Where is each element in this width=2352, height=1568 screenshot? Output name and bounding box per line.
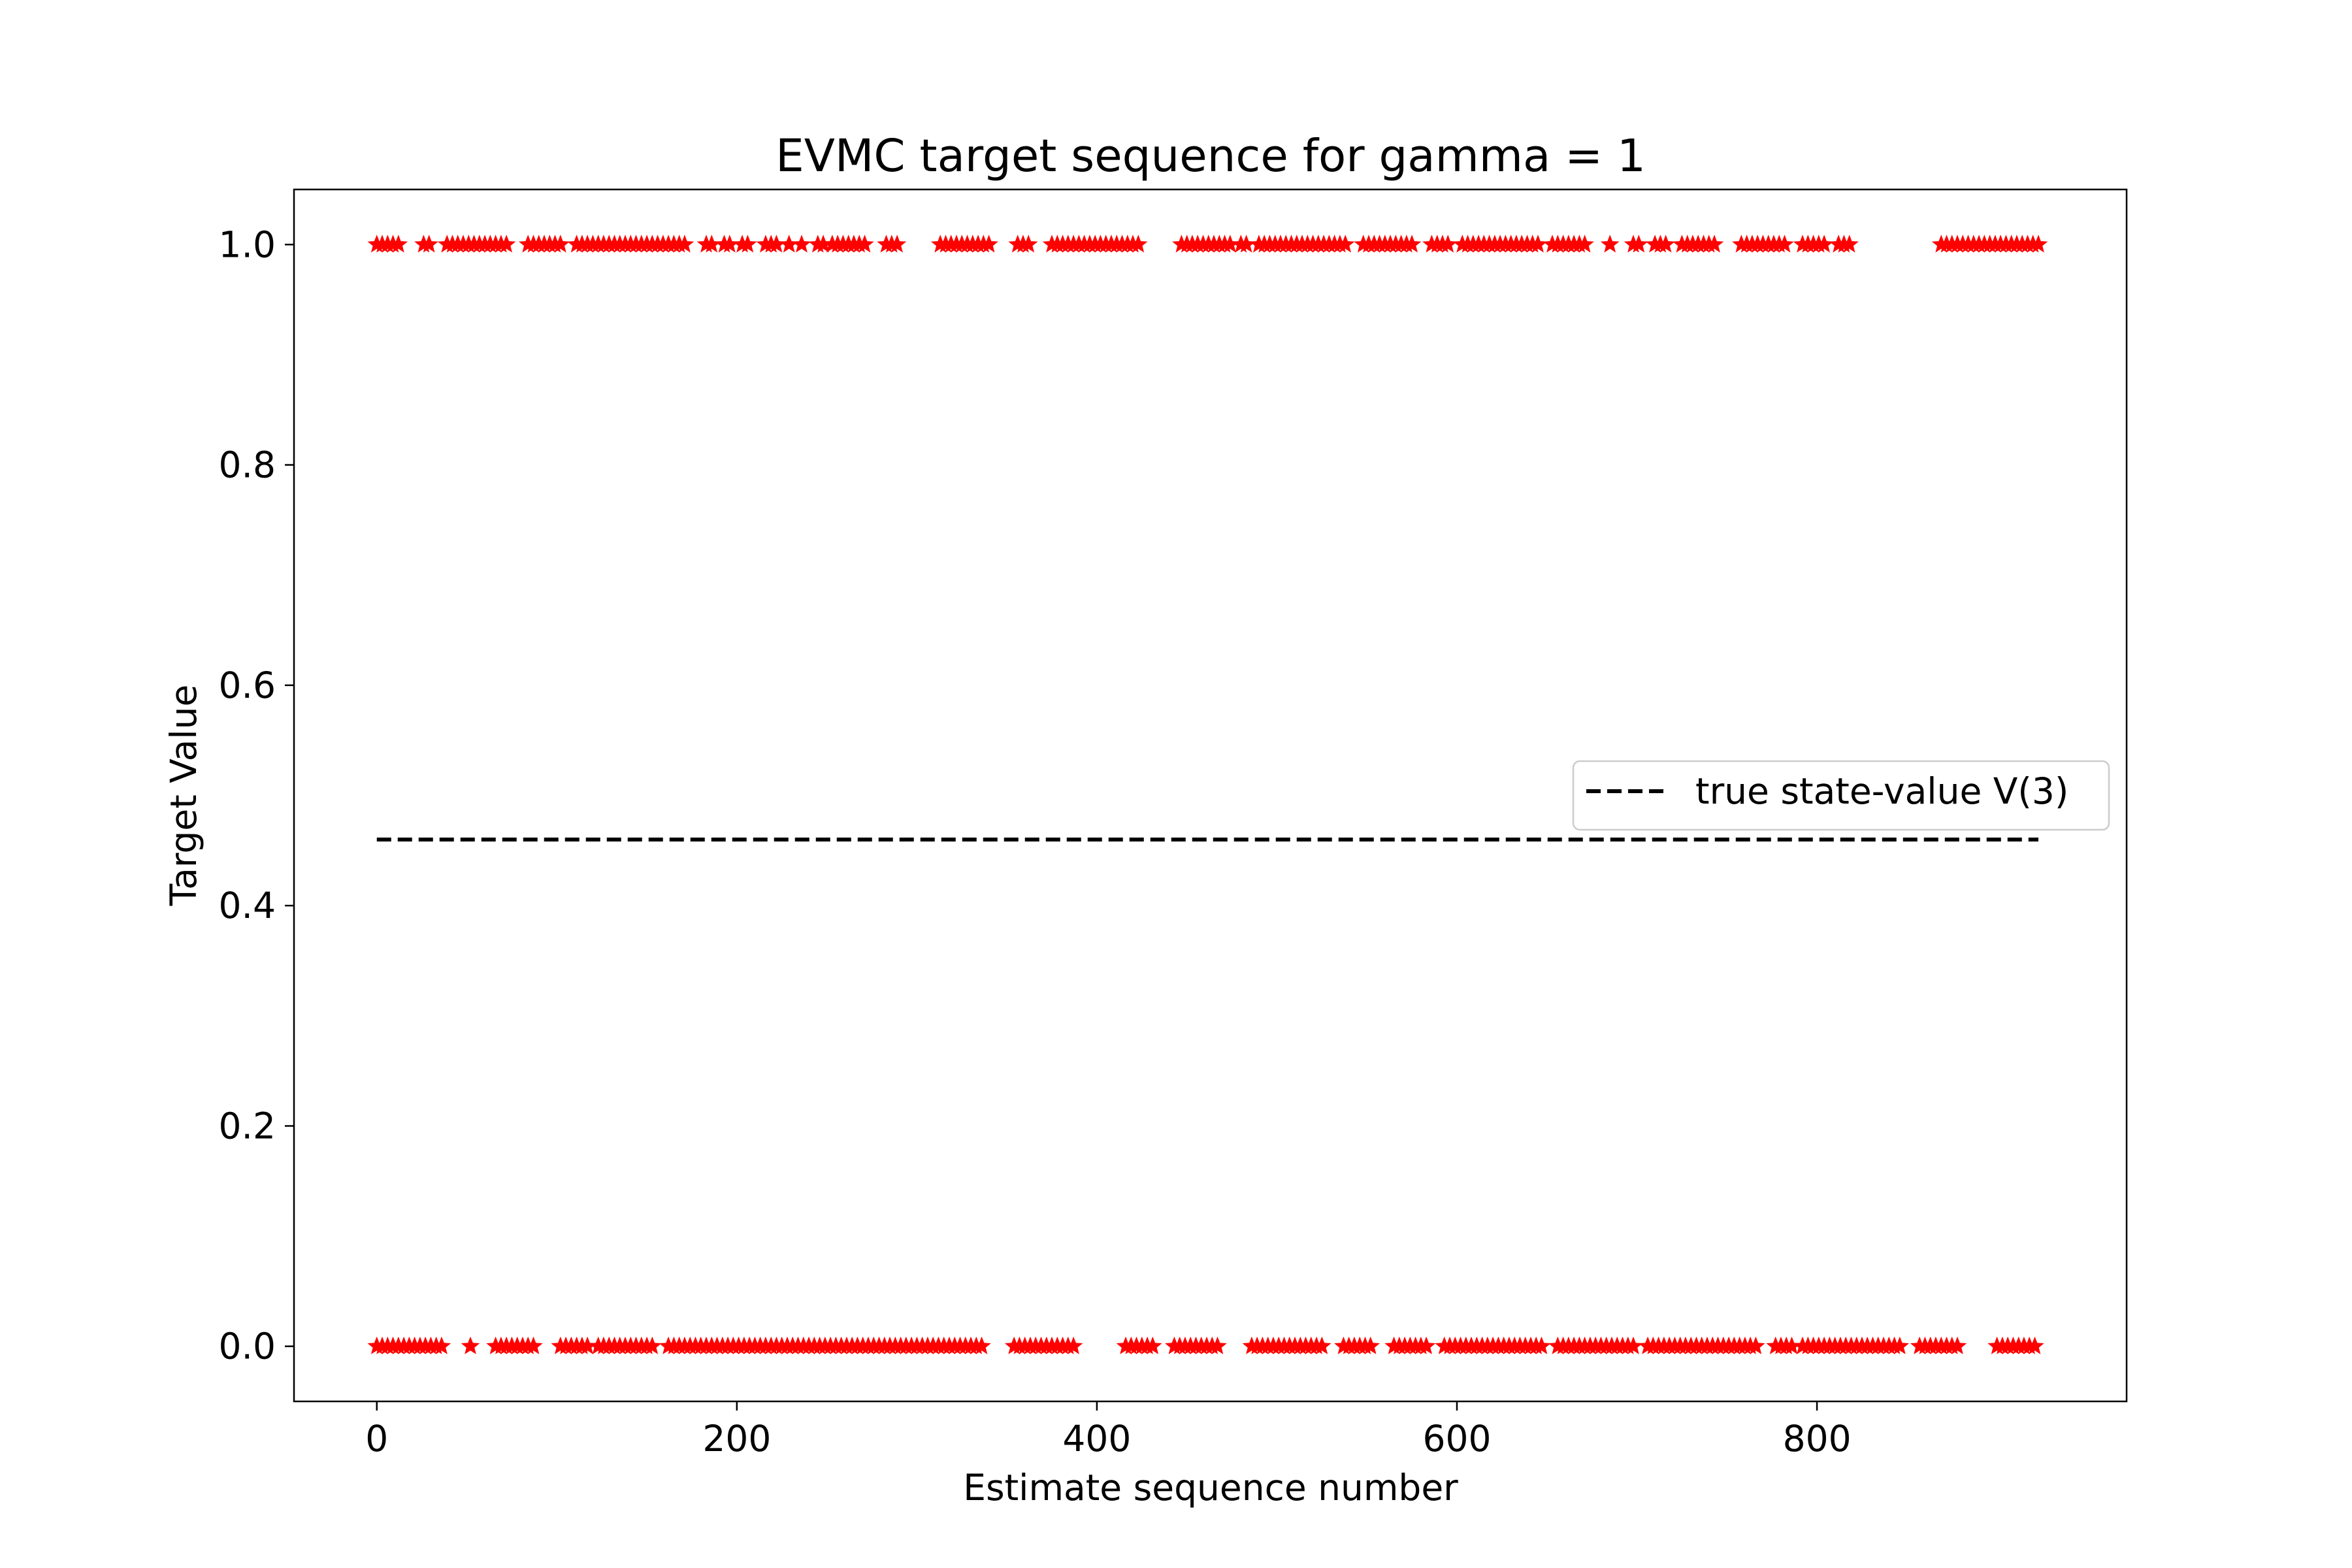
target-point <box>1220 235 1240 253</box>
y-tick-label: 0.0 <box>219 1326 276 1367</box>
x-tick-label: 0 <box>365 1418 388 1460</box>
target-point <box>1656 235 1675 253</box>
target-point <box>1438 235 1458 253</box>
x-tick-label: 600 <box>1422 1418 1491 1460</box>
y-tick-label: 0.2 <box>219 1105 276 1147</box>
target-point <box>720 235 740 253</box>
target-point <box>1814 235 1834 253</box>
target-point <box>1532 1336 1551 1354</box>
target-point <box>1129 235 1148 253</box>
target-point <box>1840 235 1859 253</box>
target-point <box>1948 1336 1967 1354</box>
x-axis-label: Estimate sequence number <box>963 1467 1458 1509</box>
target-point <box>1600 235 1620 253</box>
target-point <box>2025 1336 2044 1354</box>
target-point <box>1019 235 1038 253</box>
target-point <box>813 235 833 253</box>
target-point <box>1624 1336 1643 1354</box>
legend: true state-value V(3) <box>1572 760 2110 831</box>
target-point <box>524 1336 543 1354</box>
target-point <box>979 235 998 253</box>
target-point <box>1237 235 1256 253</box>
legend-box <box>1572 760 2110 831</box>
target-point <box>643 1336 662 1354</box>
target-point <box>1361 1336 1380 1354</box>
legend-label: true state-value V(3) <box>1695 770 2068 812</box>
target-point <box>702 235 721 253</box>
target-point <box>497 235 516 253</box>
x-tick-label: 800 <box>1783 1418 1852 1460</box>
plot-frame <box>293 188 2128 1403</box>
target-point <box>1143 1336 1162 1354</box>
target-point <box>1416 1336 1436 1354</box>
y-tick-label: 0.6 <box>219 664 276 706</box>
x-tick-label: 200 <box>702 1418 771 1460</box>
target-point <box>972 1336 991 1354</box>
target-point <box>1064 1336 1083 1354</box>
target-point <box>779 235 798 253</box>
y-tick-label: 0.4 <box>219 885 276 926</box>
target-point <box>461 1336 480 1354</box>
x-tick-label: 400 <box>1062 1418 1131 1460</box>
target-point <box>1528 235 1548 253</box>
y-tick-label: 0.8 <box>219 444 276 486</box>
target-point <box>1746 1336 1765 1354</box>
target-point <box>432 1336 451 1354</box>
target-series-1 <box>367 1336 2044 1354</box>
target-point <box>551 235 570 253</box>
target-point <box>2029 235 2048 253</box>
target-point <box>1335 235 1355 253</box>
target-point <box>389 235 408 253</box>
y-axis: 0.0 0.2 0.4 0.6 0.8 1.0 <box>219 223 294 1367</box>
target-point <box>1890 1336 1910 1354</box>
target-point <box>1775 235 1794 253</box>
target-point <box>1208 1336 1227 1354</box>
target-point <box>738 235 757 253</box>
target-point <box>675 235 694 253</box>
target-point <box>855 235 874 253</box>
plot-area <box>367 235 2048 1354</box>
target-point <box>1313 1336 1331 1354</box>
target-point <box>792 235 811 253</box>
target-point <box>1782 1336 1801 1354</box>
target-point <box>578 1336 597 1354</box>
x-axis: 0 200 400 600 800 <box>365 1401 1852 1460</box>
target-point <box>419 235 438 253</box>
target-point <box>1402 235 1422 253</box>
target-point <box>887 235 907 253</box>
y-axis-label: Target Value <box>163 685 204 907</box>
y-tick-label: 1.0 <box>219 223 276 265</box>
target-point <box>1575 235 1594 253</box>
target-point <box>1705 235 1724 253</box>
target-series-0 <box>367 235 2048 253</box>
target-point <box>767 235 786 253</box>
target-point <box>1629 235 1648 253</box>
chart-title: EVMC target sequence for gamma = 1 <box>776 130 1646 182</box>
